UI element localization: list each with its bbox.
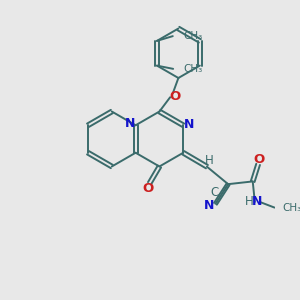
Text: CH₃: CH₃ xyxy=(283,202,300,213)
Text: N: N xyxy=(252,195,262,208)
Text: CH₃: CH₃ xyxy=(184,64,203,74)
Text: N: N xyxy=(125,117,135,130)
Text: H: H xyxy=(244,195,253,208)
Text: H: H xyxy=(205,154,214,167)
Text: O: O xyxy=(254,153,265,166)
Text: C: C xyxy=(211,186,219,199)
Text: N: N xyxy=(184,118,194,131)
Text: O: O xyxy=(142,182,153,194)
Text: O: O xyxy=(169,90,180,103)
Text: CH₃: CH₃ xyxy=(183,31,202,41)
Text: N: N xyxy=(204,199,214,212)
